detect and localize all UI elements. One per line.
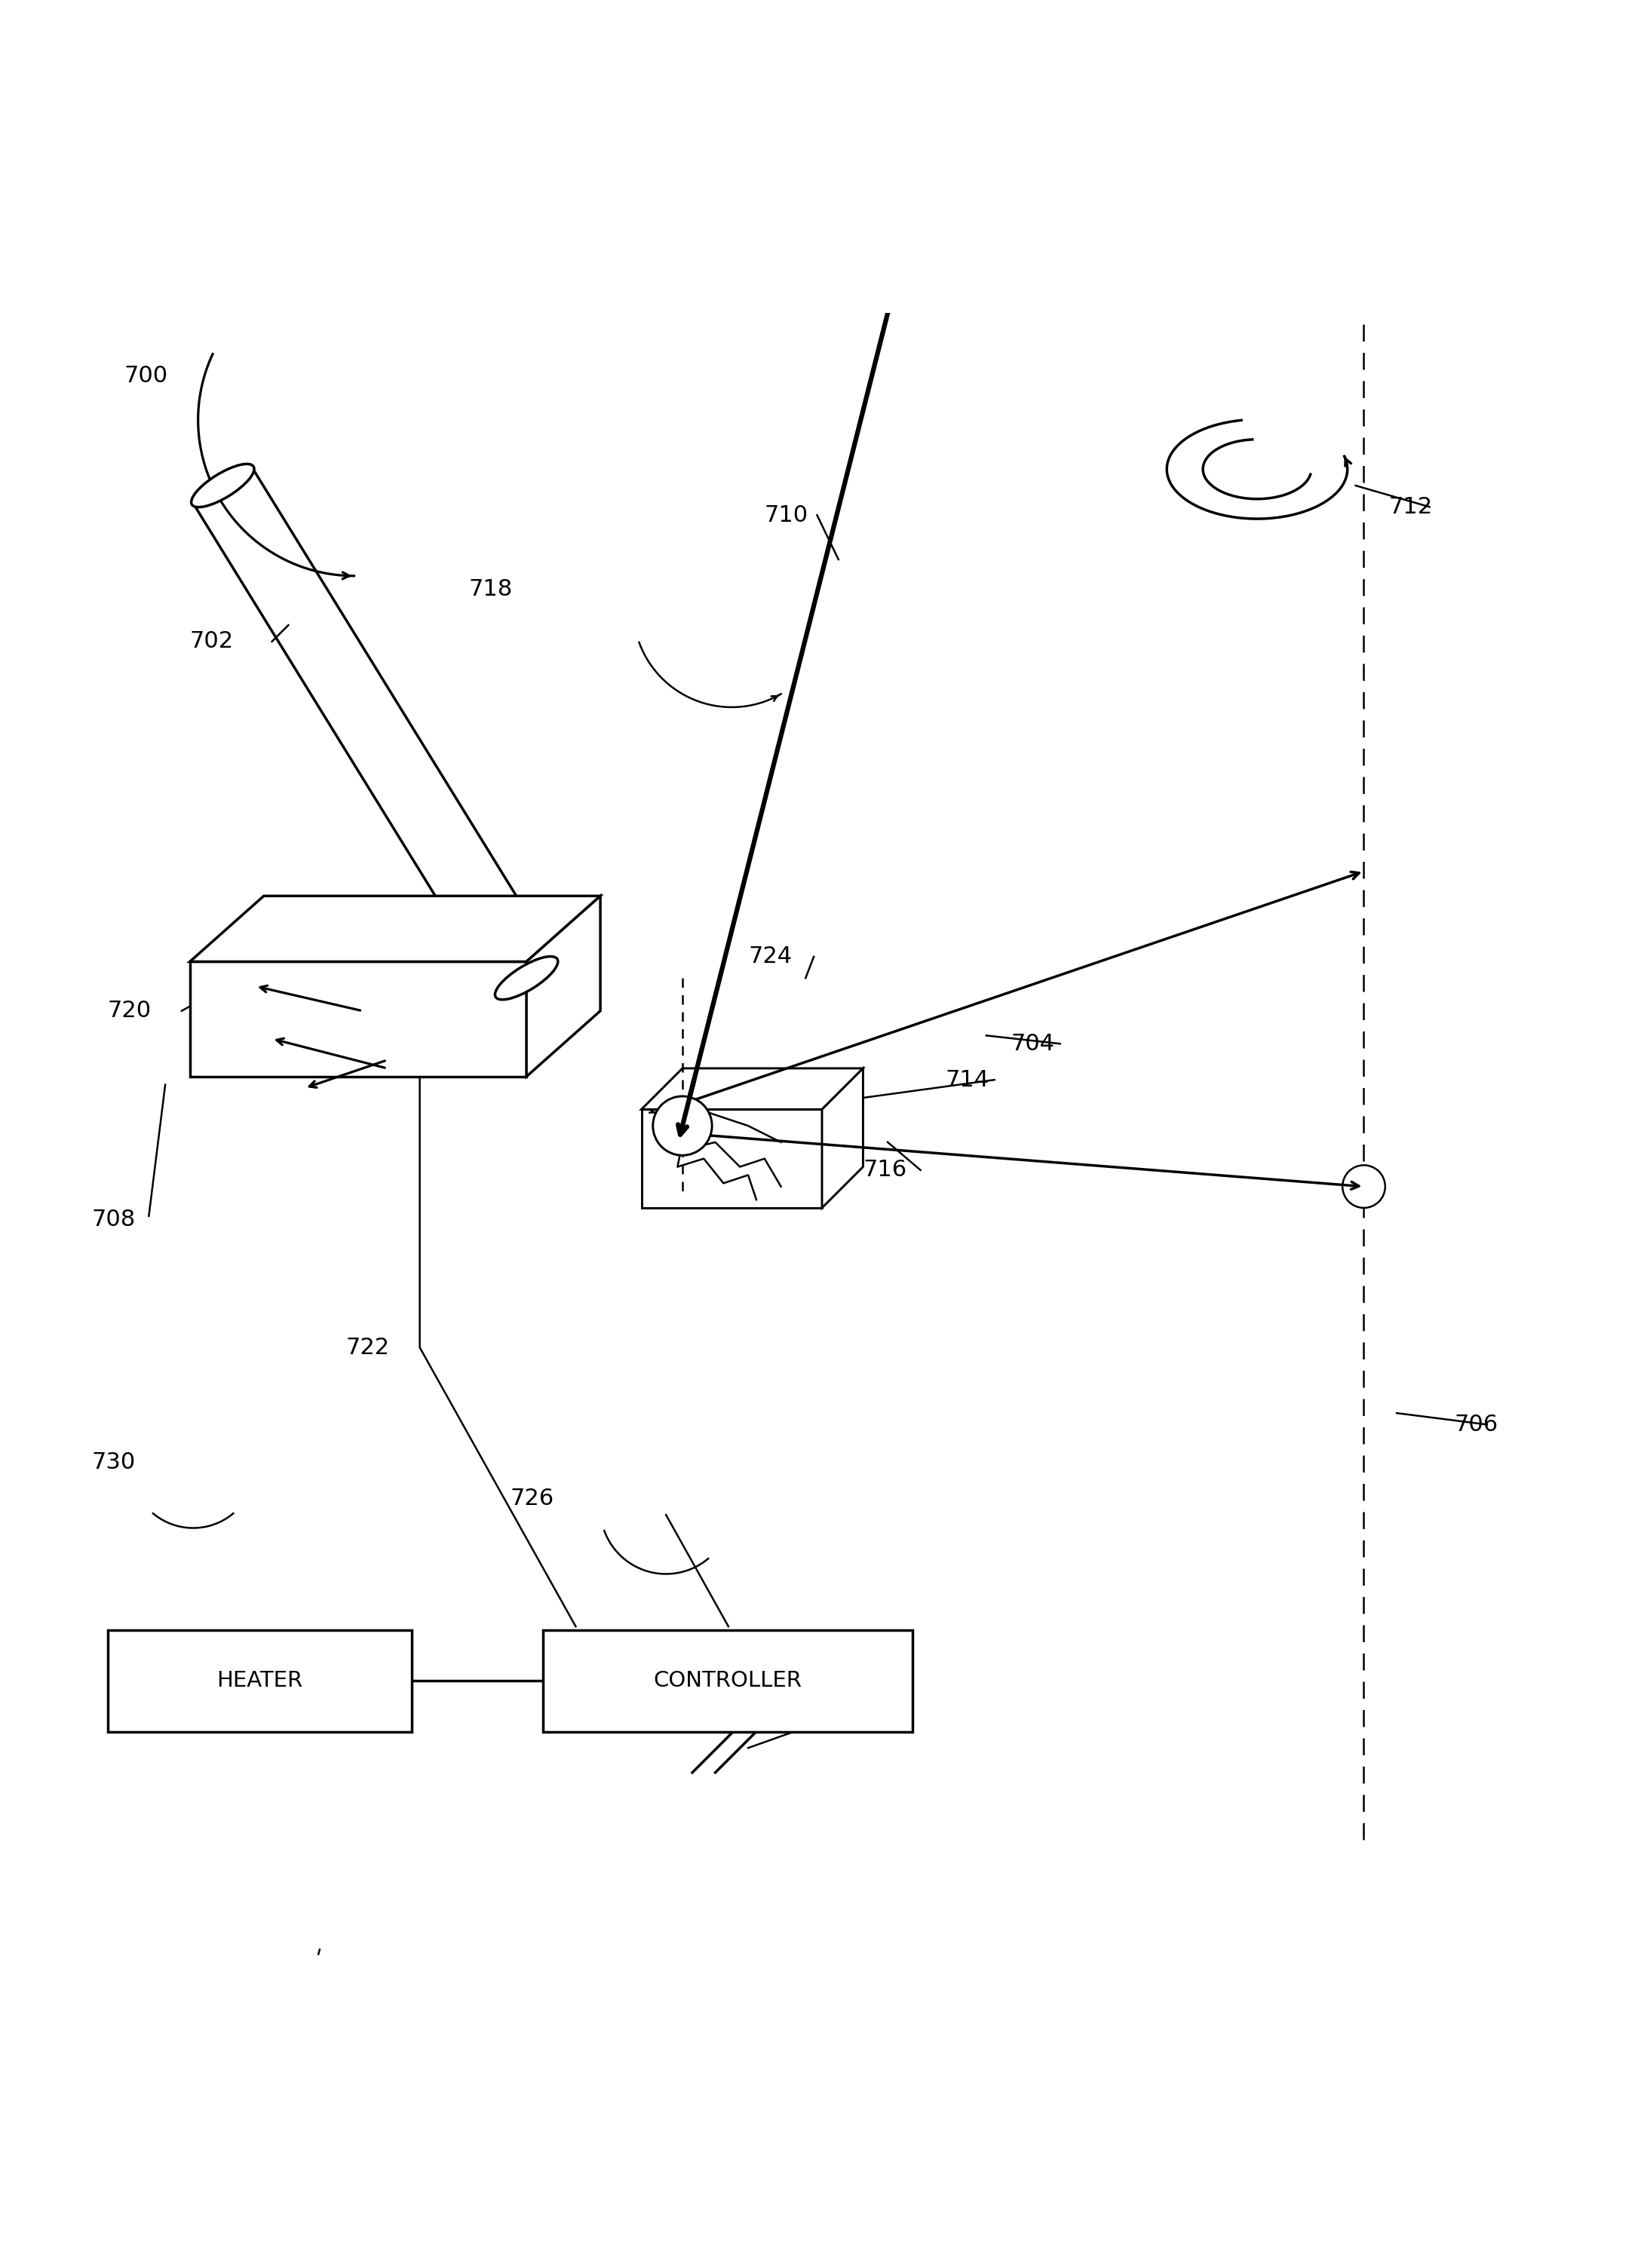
Bar (109, 1631, 411, 1730)
Text: CONTROLLER: CONTROLLER (653, 1669, 802, 1692)
Text: 714: 714 (945, 1068, 990, 1091)
Circle shape (1343, 1166, 1386, 1209)
Polygon shape (189, 896, 600, 962)
Text: 700: 700 (125, 365, 168, 386)
Polygon shape (641, 1109, 822, 1209)
Text: 730: 730 (92, 1452, 135, 1474)
Text: 716: 716 (863, 1159, 907, 1182)
Text: 702: 702 (189, 631, 233, 653)
Ellipse shape (191, 465, 255, 508)
Circle shape (653, 1095, 712, 1154)
Polygon shape (189, 962, 526, 1077)
Text: 722: 722 (345, 1336, 390, 1359)
Text: 710: 710 (764, 503, 809, 526)
Text: 728: 728 (764, 1710, 809, 1733)
Polygon shape (822, 1068, 863, 1209)
Text: 720: 720 (109, 1000, 151, 1023)
Ellipse shape (495, 957, 557, 1000)
Bar (543, 1631, 912, 1730)
Text: 708: 708 (92, 1209, 135, 1229)
Text: 706: 706 (1455, 1413, 1498, 1436)
Polygon shape (641, 1068, 863, 1109)
Text: HEATER: HEATER (217, 1669, 302, 1692)
Text: 704: 704 (1011, 1032, 1055, 1055)
Text: 726: 726 (510, 1488, 554, 1510)
Text: 712: 712 (1389, 497, 1432, 517)
Text: 718: 718 (469, 578, 513, 601)
Text: 724: 724 (748, 946, 792, 968)
Polygon shape (526, 896, 600, 1077)
